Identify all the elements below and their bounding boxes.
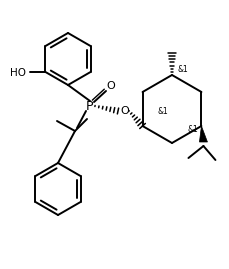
Text: &1: &1 bbox=[177, 65, 188, 73]
Text: &1: &1 bbox=[187, 125, 198, 133]
Text: O: O bbox=[120, 106, 129, 116]
Polygon shape bbox=[199, 126, 207, 142]
Text: O: O bbox=[106, 81, 115, 91]
Text: P: P bbox=[86, 100, 93, 112]
Text: HO: HO bbox=[10, 68, 26, 78]
Text: &1: &1 bbox=[157, 107, 168, 115]
